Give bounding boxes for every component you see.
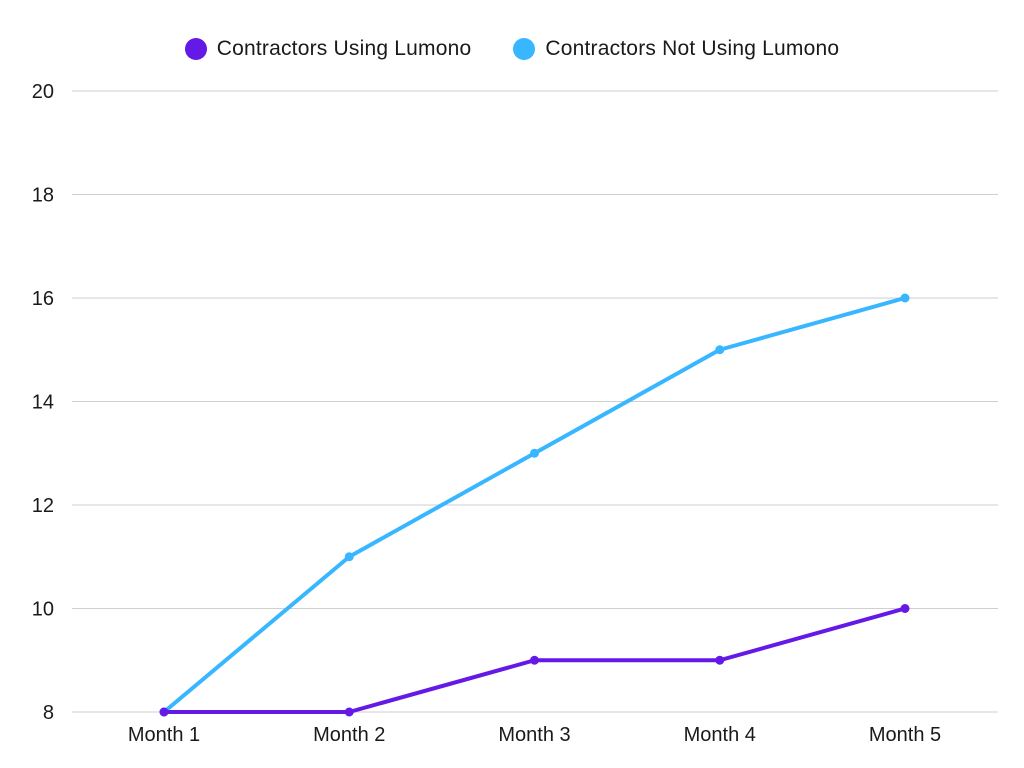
legend-label-using-lumono: Contractors Using Lumono (216, 37, 472, 60)
data-point-series-1-3 (715, 345, 725, 355)
x-tick-label: Month 1 (128, 724, 200, 746)
data-point-series-1-4 (900, 293, 910, 303)
x-tick-label: Month 2 (313, 724, 385, 746)
y-tick-label: 16 (32, 288, 54, 310)
x-tick-label: Month 3 (498, 724, 570, 746)
legend-marker-not-using-lumono (513, 38, 536, 60)
data-point-series-0-3 (715, 655, 725, 665)
y-tick-label: 20 (32, 81, 54, 103)
y-tick-label: 18 (32, 185, 54, 207)
data-point-series-0-0 (159, 707, 169, 717)
legend: Contractors Using Lumono Contractors Not… (0, 30, 1024, 68)
y-tick-label: 12 (32, 495, 54, 517)
y-tick-label: 10 (32, 599, 54, 621)
legend-item-using-lumono: Contractors Using Lumono (184, 37, 472, 61)
data-point-series-0-1 (344, 707, 354, 717)
data-point-series-1-2 (530, 448, 539, 458)
x-tick-label: Month 4 (684, 724, 756, 746)
y-tick-label: 8 (43, 702, 54, 724)
legend-label-not-using-lumono: Contractors Not Using Lumono (545, 37, 840, 60)
legend-item-not-using-lumono: Contractors Not Using Lumono (513, 37, 839, 61)
legend-marker-using-lumono (184, 38, 207, 60)
x-tick-label: Month 5 (869, 724, 941, 746)
y-tick-label: 14 (32, 392, 54, 414)
data-point-series-0-4 (900, 604, 910, 613)
data-point-series-1-1 (344, 552, 354, 562)
data-point-series-0-2 (530, 655, 539, 665)
